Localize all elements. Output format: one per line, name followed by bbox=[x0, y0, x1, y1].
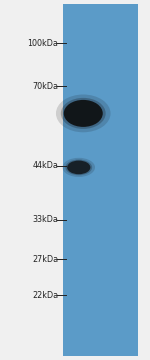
Text: 70kDa: 70kDa bbox=[33, 82, 58, 91]
Ellipse shape bbox=[67, 161, 90, 174]
Ellipse shape bbox=[61, 98, 106, 129]
Ellipse shape bbox=[65, 159, 92, 175]
Ellipse shape bbox=[63, 158, 95, 177]
Ellipse shape bbox=[64, 100, 103, 127]
Ellipse shape bbox=[56, 94, 111, 132]
Text: 44kDa: 44kDa bbox=[33, 161, 58, 170]
Text: 27kDa: 27kDa bbox=[32, 255, 58, 264]
Text: 22kDa: 22kDa bbox=[32, 291, 58, 300]
Text: 33kDa: 33kDa bbox=[33, 215, 58, 224]
Bar bbox=[63, 4, 138, 356]
Text: 100kDa: 100kDa bbox=[28, 39, 58, 48]
